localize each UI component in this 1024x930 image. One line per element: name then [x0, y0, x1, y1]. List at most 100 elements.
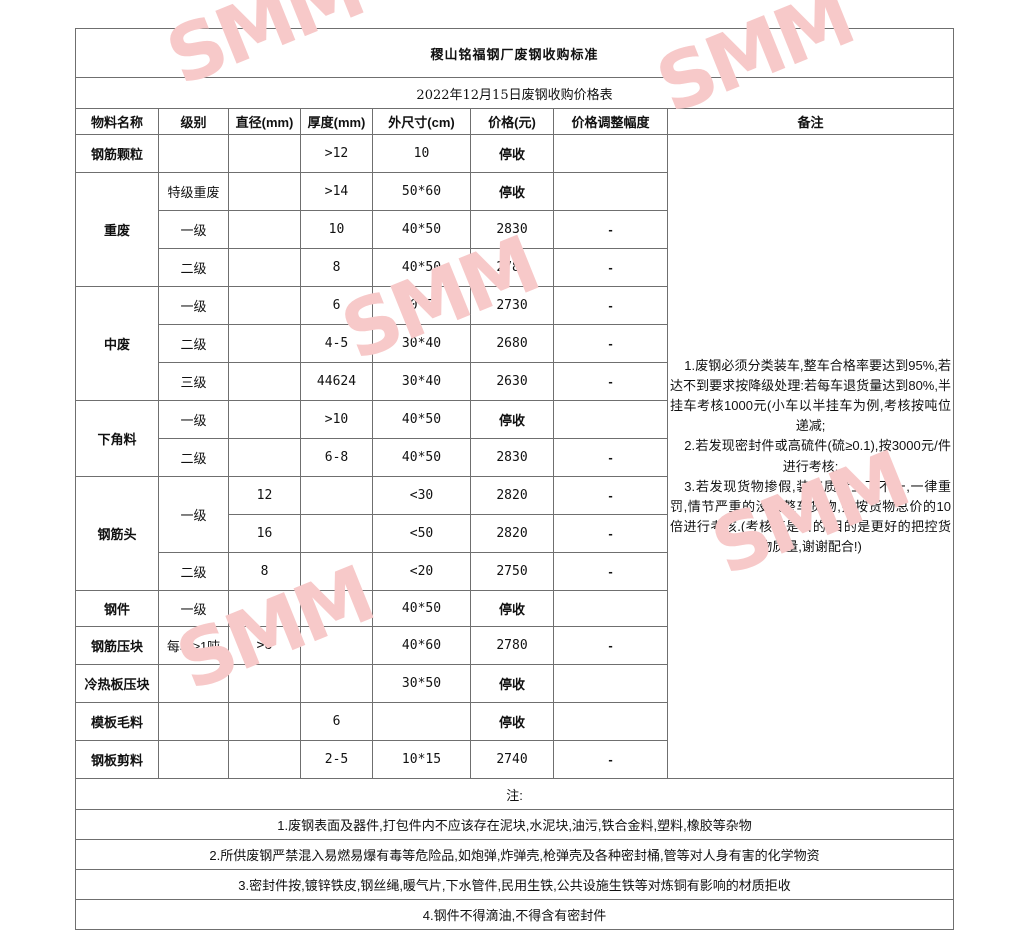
cell-outer-size: 30*40 [372, 362, 471, 401]
cell-diameter [228, 286, 301, 325]
cell-thickness: 6-8 [300, 438, 373, 477]
cell-price: 停收 [470, 590, 554, 627]
cell-grade: 三级 [158, 362, 229, 401]
cell-price-change: - [553, 438, 668, 477]
footer-note-label: 注: [74, 778, 955, 810]
col-header-diameter: 直径(mm) [228, 108, 301, 135]
footer-note-row: 3.密封件按,镀锌铁皮,钢丝绳,暖气片,下水管件,民用生铁,公共设施生铁等对炼铜… [74, 869, 955, 900]
cell-thickness: 8 [300, 248, 373, 287]
cell-price: 2680 [470, 324, 554, 363]
cell-thickness [300, 590, 373, 627]
cell-price: 2820 [470, 514, 554, 553]
price-table-sheet: 稷山铭福钢厂废钢收购标准 2022年12月15日废钢收购价格表 物料名称 级别 … [74, 28, 955, 930]
cell-thickness [300, 514, 373, 553]
table-header-row: 物料名称 级别 直径(mm) 厚度(mm) 外尺寸(cm) 价格(元) 价格调整… [75, 108, 955, 135]
cell-diameter [228, 400, 301, 439]
cell-thickness: 44624 [300, 362, 373, 401]
cell-price-change: - [553, 626, 668, 665]
cell-grade [158, 134, 229, 173]
table-row: 一级 10 40*50 2830 - [76, 210, 954, 249]
cell-material: 下角料 [75, 400, 159, 477]
cell-price-change [553, 590, 668, 627]
cell-diameter [228, 172, 301, 211]
footer-note-label-row: 注: [74, 778, 955, 810]
cell-price-change: - [553, 324, 668, 363]
cell-price: 2780 [470, 248, 554, 287]
cell-material: 中废 [75, 286, 159, 401]
cell-thickness: 4-5 [300, 324, 373, 363]
cell-thickness [300, 552, 373, 591]
cell-price-change [553, 664, 668, 703]
footer-note-row: 1.废钢表面及器件,打包件内不应该存在泥块,水泥块,油污,铁合金料,塑料,橡胶等… [74, 809, 955, 840]
table-row: 二级 8 <20 2750 - [76, 552, 954, 591]
cell-outer-size: <20 [372, 552, 471, 591]
cell-price: 2740 [470, 740, 554, 779]
scrap-steel-price-table: 稷山铭福钢厂废钢收购标准 2022年12月15日废钢收购价格表 物料名称 级别 … [74, 28, 955, 930]
cell-price-change: - [553, 740, 668, 779]
table-row: 钢筋头 一级 12 <30 2820 - [75, 476, 954, 591]
cell-material: 钢板剪料 [75, 740, 159, 779]
cell-diameter [228, 210, 301, 249]
cell-price: 2750 [470, 552, 554, 591]
cell-outer-size: 40*50 [372, 248, 471, 287]
cell-price: 2830 [470, 210, 554, 249]
cell-grade: 一级 [158, 210, 229, 249]
cell-thickness: 2-5 [300, 740, 373, 779]
col-header-material: 物料名称 [75, 108, 159, 135]
table-row: 钢件 一级 40*50 停收 [75, 590, 954, 627]
cell-material: 模板毛料 [75, 702, 159, 741]
cell-grade: 一级 [158, 590, 229, 627]
table-row: 模板毛料 6 停收 [75, 702, 954, 741]
table-row: 钢筋压块 每块≥1吨 >8 40*60 2780 - [75, 626, 954, 665]
title-row: 稷山铭福钢厂废钢收购标准 [74, 28, 955, 78]
table-row: 16 <50 2820 - [76, 514, 954, 553]
cell-diameter [228, 438, 301, 477]
cell-diameter [228, 740, 301, 779]
footer-note-3: 3.密封件按,镀锌铁皮,钢丝绳,暖气片,下水管件,民用生铁,公共设施生铁等对炼铜… [74, 869, 955, 900]
footer-note-2: 2.所供废钢严禁混入易燃易爆有毒等危险品,如炮弹,炸弹壳,枪弹壳及各种密封桶,管… [74, 839, 955, 870]
cell-price: 停收 [470, 664, 554, 703]
cell-outer-size [372, 702, 471, 741]
cell-grade: 一级 [158, 400, 229, 439]
cell-diameter [228, 362, 301, 401]
cell-grade [158, 664, 229, 703]
cell-price: 停收 [470, 400, 554, 439]
cell-thickness: 6 [300, 702, 373, 741]
cell-price-change: - [553, 552, 668, 591]
footer-note-row: 2.所供废钢严禁混入易燃易爆有毒等危险品,如炮弹,炸弹壳,枪弹壳及各种密封桶,管… [74, 839, 955, 870]
cell-price-change [553, 702, 668, 741]
cell-outer-size: 40*50 [372, 210, 471, 249]
col-header-price: 价格(元) [470, 108, 554, 135]
cell-grade: 一级 [158, 476, 229, 553]
table-row: 钢筋颗粒 >12 10 停收 1.废钢必须分类装车,整车合格率要达到95%,若达… [75, 134, 955, 779]
cell-thickness [300, 664, 373, 703]
cell-thickness: >10 [300, 400, 373, 439]
cell-grade: 特级重废 [158, 172, 229, 211]
cell-outer-size: <50 [372, 514, 471, 553]
cell-outer-size: 40*50 [372, 400, 471, 439]
cell-material: 冷热板压块 [75, 664, 159, 703]
cell-outer-size: 50*60 [372, 172, 471, 211]
cell-price: 停收 [470, 702, 554, 741]
cell-price-change: - [553, 362, 668, 401]
cell-diameter [228, 324, 301, 363]
table-row: 中废 一级 6 40*50 2730 - [75, 286, 954, 401]
cell-price: 停收 [470, 134, 554, 173]
remark-paragraph-3: 3.若发现货物掺假,装车质量上下不一,一律重罚,情节严重的没收整车货物,并按货物… [670, 478, 952, 555]
cell-grade: 二级 [158, 324, 229, 363]
cell-outer-size: <30 [372, 476, 471, 515]
cell-outer-size: 10 [372, 134, 471, 173]
cell-diameter: 8 [228, 552, 301, 591]
cell-grade: 每块≥1吨 [158, 626, 229, 665]
cell-grade: 二级 [158, 438, 229, 477]
cell-price-change: - [553, 286, 668, 325]
page-subtitle: 2022年12月15日废钢收购价格表 [74, 77, 955, 109]
cell-thickness: >14 [300, 172, 373, 211]
cell-material: 重废 [75, 172, 159, 287]
cell-diameter [228, 590, 301, 627]
cell-diameter [228, 134, 301, 173]
cell-price: 2730 [470, 286, 554, 325]
table-row: 二级 4-5 30*40 2680 - [76, 324, 954, 363]
cell-price-change: - [553, 476, 668, 515]
table-row: 重废 特级重废 >14 50*60 停收 [75, 172, 954, 287]
